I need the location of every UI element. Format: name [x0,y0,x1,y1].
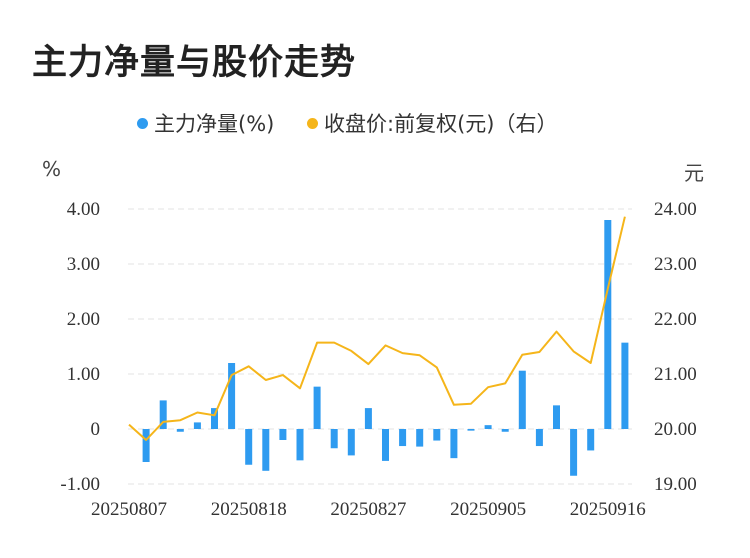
close-price-line [128,216,626,441]
legend-dot-price-icon [307,117,318,129]
legend-item-price[interactable]: 收盘价:前复权(元)（右） [307,108,557,138]
net-volume-bar [382,429,389,461]
y-right-tick-label: 19.00 [654,474,697,495]
net-volume-bar [193,422,201,429]
x-tick-label: 20250818 [211,499,287,520]
y-left-tick-label: 0 [91,419,101,440]
net-volume-bar [450,429,458,459]
x-tick-label: 20250905 [450,499,526,520]
chart-title: 主力净量与股价走势 [32,43,357,83]
y-right-tick-label: 20.00 [654,419,697,440]
left-axis-unit: % [42,157,62,181]
y-left-tick-label: -1.00 [60,474,100,495]
net-volume-bar [262,429,270,471]
y-left-tick-label: 1.00 [67,364,100,385]
net-volume-bar [518,370,526,429]
y-right-tick-label: 22.00 [654,309,697,330]
net-volume-bar [330,429,338,449]
net-volume-bar [621,342,629,429]
y-left-tick-label: 4.00 [67,199,100,220]
net-volume-bar [553,405,560,429]
net-volume-bar [535,429,543,447]
net-volume-bar [467,429,475,431]
y-right-tick-label: 23.00 [654,254,697,275]
net-volume-bar [228,363,236,429]
net-volume-bar [484,425,492,429]
net-volume-bar [245,429,253,465]
x-tick-label: 20250916 [570,499,646,520]
net-volume-bar [279,429,287,440]
net-volume-bar [501,429,509,432]
net-volume-bar [296,429,304,461]
y-left-tick-label: 2.00 [67,309,100,330]
y-right-tick-label: 24.00 [654,199,697,220]
net-volume-bar [347,429,355,456]
net-volume-bar [570,429,578,476]
net-volume-bar [142,429,150,462]
x-tick-label: 20250827 [330,499,406,520]
net-volume-bar [364,408,372,429]
right-axis-unit: 元 [684,161,704,185]
legend-label-price: 收盘价:前复权(元)（右） [324,112,558,136]
legend-item-net[interactable]: 主力净量(%) [137,108,274,138]
legend-label-net: 主力净量(%) [154,112,275,136]
net-volume-bar [604,220,612,429]
y-left-tick-label: 3.00 [67,254,100,275]
net-volume-bar [399,429,407,447]
net-volume-bar [159,400,167,429]
net-volume-bar [313,386,321,429]
net-volume-bar [587,429,595,451]
net-volume-bar [416,429,424,447]
legend: 主力净量(%) 收盘价:前复权(元)（右） [0,108,750,144]
x-tick-label: 20250807 [91,499,167,520]
net-volume-bar [433,429,441,441]
legend-dot-net-icon [137,117,148,129]
y-right-tick-label: 21.00 [654,364,697,385]
net-volume-bar [176,429,184,432]
net-volume-bar [211,408,218,429]
